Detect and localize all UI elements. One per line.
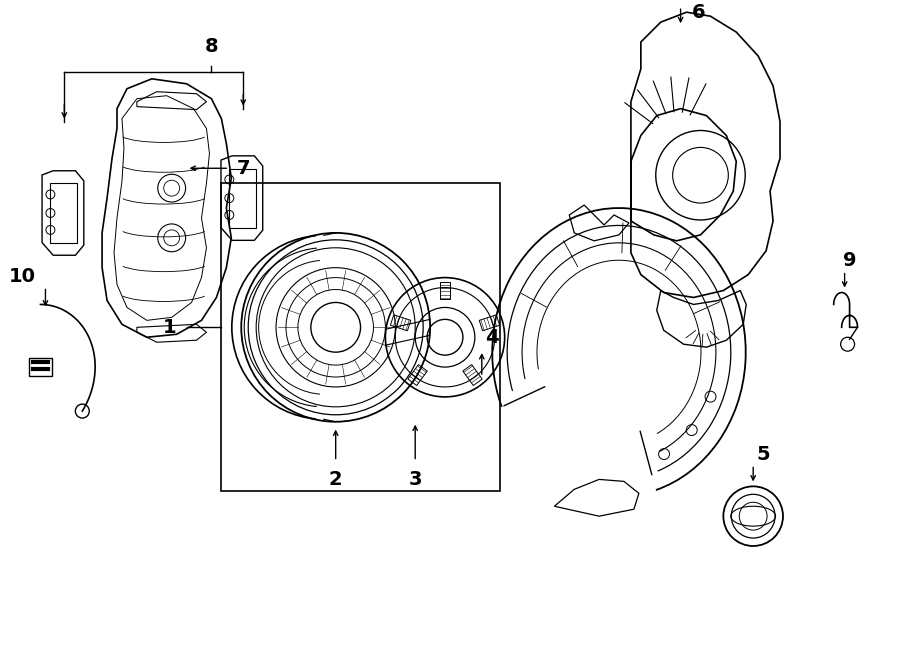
Text: 1: 1: [163, 318, 176, 337]
Bar: [221, 183, 500, 491]
Text: 3: 3: [409, 470, 422, 489]
Text: 10: 10: [9, 267, 36, 286]
Text: 7: 7: [237, 159, 250, 178]
Text: 5: 5: [756, 445, 770, 464]
Text: 8: 8: [204, 36, 218, 56]
Text: 4: 4: [485, 328, 499, 347]
Text: 6: 6: [692, 3, 706, 22]
Text: 2: 2: [328, 470, 343, 489]
Text: 9: 9: [842, 251, 856, 270]
Bar: [29, 358, 52, 376]
